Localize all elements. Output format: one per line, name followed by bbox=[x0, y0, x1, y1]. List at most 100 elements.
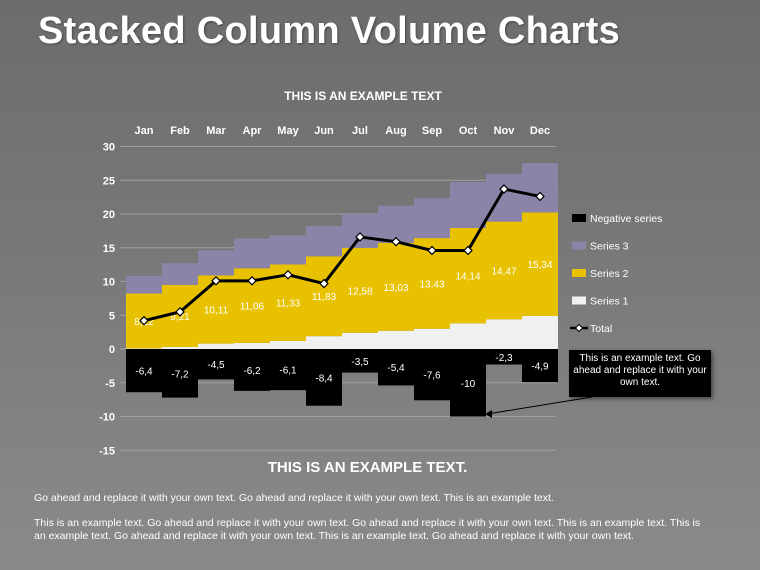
bar-series-3 bbox=[378, 205, 414, 243]
data-label-negative-series: -4,5 bbox=[207, 360, 225, 371]
x-tick-label: Sep bbox=[422, 125, 442, 137]
x-tick-label: Dec bbox=[530, 125, 550, 137]
bar-negative-series bbox=[162, 349, 198, 398]
bar-negative-series bbox=[306, 349, 342, 406]
y-tick-label: -5 bbox=[105, 378, 115, 390]
data-label-negative-series: -6,1 bbox=[279, 366, 297, 377]
data-label-series-2: 12,58 bbox=[347, 286, 372, 297]
legend-label: Series 2 bbox=[590, 268, 629, 280]
callout-box: This is an example text. Go ahead and re… bbox=[569, 350, 711, 397]
bar-series-3 bbox=[522, 163, 558, 213]
bar-series-3 bbox=[198, 250, 234, 276]
data-label-negative-series: -6,4 bbox=[135, 367, 153, 378]
legend-swatch bbox=[572, 296, 586, 305]
data-label-negative-series: -10 bbox=[461, 379, 476, 390]
legend-swatch bbox=[572, 214, 586, 222]
data-label-series-2: 10,11 bbox=[204, 305, 229, 316]
total-point bbox=[391, 236, 401, 247]
data-label-negative-series: -7,2 bbox=[171, 369, 189, 380]
data-label-negative-series: -2,3 bbox=[495, 353, 513, 364]
legend-swatch bbox=[572, 269, 586, 277]
bar-series-1 bbox=[450, 323, 486, 349]
bar-negative-series bbox=[342, 349, 378, 373]
total-point bbox=[499, 184, 509, 194]
bar-series-2 bbox=[198, 275, 234, 344]
paragraph-2: This is an example text. Go ahead and re… bbox=[34, 517, 701, 542]
total-point bbox=[175, 307, 185, 317]
y-tick-label: 20 bbox=[103, 209, 115, 221]
bar-series-1 bbox=[162, 346, 198, 349]
data-label-series-2: 14,47 bbox=[491, 266, 516, 277]
bar-series-2 bbox=[522, 212, 558, 316]
bar-series-3 bbox=[342, 214, 378, 248]
x-tick-label: Jan bbox=[135, 125, 154, 137]
x-tick-label: May bbox=[277, 125, 299, 137]
bar-series-3 bbox=[306, 225, 342, 257]
total-point bbox=[283, 269, 293, 280]
chart-title: THIS IS AN EXAMPLE TEXT bbox=[284, 89, 442, 103]
data-label-negative-series: -6,2 bbox=[243, 366, 261, 377]
bar-negative-series bbox=[270, 349, 306, 391]
bar-series-2 bbox=[378, 242, 414, 331]
data-label-series-2: 13,03 bbox=[383, 283, 408, 294]
y-tick-label: 30 bbox=[103, 142, 115, 154]
y-tick-label: 10 bbox=[103, 277, 115, 289]
page-title: Stacked Column Volume Charts bbox=[38, 10, 621, 52]
legend-marker bbox=[574, 323, 584, 333]
x-tick-label: Jun bbox=[314, 125, 334, 137]
total-line bbox=[143, 187, 541, 323]
bar-series-2 bbox=[342, 247, 378, 333]
x-tick-label: Nov bbox=[494, 125, 516, 137]
bar-negative-series bbox=[486, 349, 522, 365]
legend-label: Series 3 bbox=[590, 241, 629, 253]
total-point bbox=[463, 245, 473, 256]
x-tick-label: Aug bbox=[385, 125, 406, 137]
bar-negative-series bbox=[234, 349, 270, 391]
bottom-heading: THIS IS AN EXAMPLE TEXT. bbox=[267, 459, 468, 476]
callout-pointer bbox=[486, 396, 593, 415]
bar-series-1 bbox=[522, 315, 558, 349]
bar-series-3 bbox=[270, 235, 306, 265]
x-tick-label: Jul bbox=[352, 125, 368, 137]
bar-series-1 bbox=[306, 336, 342, 349]
data-label-series-2: 11,06 bbox=[240, 302, 265, 313]
bar-negative-series bbox=[198, 349, 234, 380]
bar-series-2 bbox=[486, 221, 522, 320]
y-tick-label: 5 bbox=[109, 310, 115, 322]
bar-negative-series bbox=[414, 349, 450, 401]
bar-series-3 bbox=[486, 173, 522, 222]
data-label-negative-series: -5,4 bbox=[387, 363, 405, 374]
y-tick-label: 15 bbox=[103, 243, 115, 255]
x-tick-label: Feb bbox=[170, 125, 190, 137]
data-label-negative-series: -7,6 bbox=[423, 371, 441, 382]
legend-label: Total bbox=[590, 323, 612, 335]
bar-negative-series bbox=[522, 349, 558, 383]
bar-series-1 bbox=[126, 348, 162, 349]
total-point bbox=[211, 275, 221, 286]
legend-label: Series 1 bbox=[590, 296, 629, 308]
callout-pointer-arrow bbox=[485, 410, 492, 418]
x-tick-label: Mar bbox=[206, 125, 226, 137]
bar-negative-series bbox=[378, 349, 414, 386]
y-tick-label: 0 bbox=[109, 344, 115, 356]
paragraph-1: Go ahead and replace it with your own te… bbox=[34, 492, 554, 504]
bar-series-3 bbox=[162, 263, 198, 285]
total-point bbox=[247, 275, 257, 286]
bar-series-1 bbox=[198, 343, 234, 349]
y-tick-label: -15 bbox=[99, 445, 115, 457]
total-point bbox=[355, 232, 365, 242]
bar-series-2 bbox=[450, 227, 486, 324]
legend-swatch bbox=[572, 241, 586, 250]
bar-negative-series bbox=[450, 349, 486, 417]
data-label-series-2: 15,34 bbox=[527, 260, 552, 271]
x-tick-label: Apr bbox=[243, 125, 263, 137]
bar-negative-series bbox=[126, 349, 162, 393]
data-label-series-2: 11,83 bbox=[312, 292, 337, 303]
bar-series-3 bbox=[126, 275, 162, 294]
total-point bbox=[427, 245, 437, 256]
total-point bbox=[139, 315, 149, 326]
bar-series-3 bbox=[234, 238, 270, 269]
bar-series-1 bbox=[270, 340, 306, 349]
bar-series-1 bbox=[378, 330, 414, 349]
